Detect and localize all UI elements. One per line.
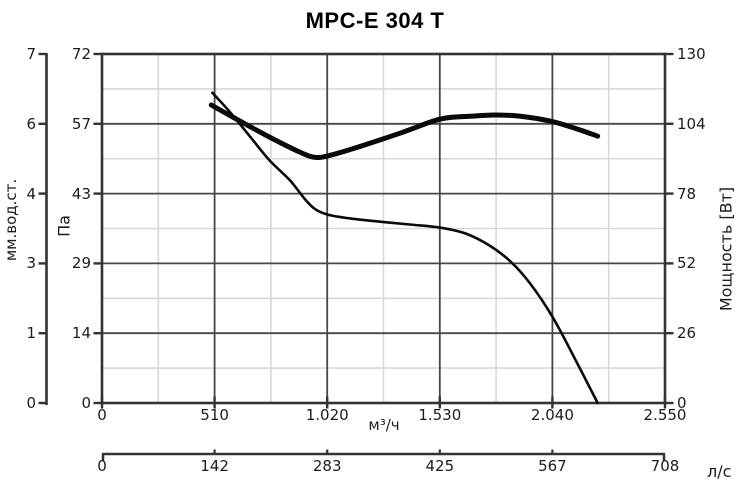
pa-tick-label: 29 [71, 254, 91, 273]
power-curve [208, 102, 601, 161]
power-tick-label: 0 [677, 394, 687, 412]
mm-tick-label: 3 [26, 254, 36, 273]
pa-tick-label: 72 [71, 45, 91, 63]
m3h-tick-label: 0 [97, 406, 107, 424]
power-tick-label: 52 [677, 254, 697, 273]
m3h-tick-label: 1.530 [418, 406, 462, 424]
pa-tick-label: 43 [71, 184, 91, 203]
ls-tick-label: 708 [650, 457, 680, 475]
ls-tick-label: 425 [425, 457, 455, 475]
m3h-tick-label: 2.550 [643, 406, 687, 424]
pa-tick-label: 57 [71, 114, 91, 133]
x-secondary-axis-line [101, 452, 666, 462]
pa-tick-label: 0 [81, 394, 91, 412]
pa-tick-label: 14 [71, 324, 91, 343]
y-axis-title-power: Мощность [Вт] [716, 186, 736, 312]
ls-tick-label: 142 [200, 457, 229, 475]
power-tick-label: 26 [677, 324, 697, 343]
power-tick-label: 78 [677, 184, 697, 203]
plot-border [100, 52, 667, 405]
ls-tick-label: 567 [538, 457, 567, 475]
mm-tick-label: 7 [26, 45, 36, 63]
chart-title: MPC-E 304 T [305, 8, 445, 33]
m3h-tick-label: 510 [200, 406, 229, 424]
ls-tick-label: 283 [312, 457, 342, 475]
ls-tick-label: 0 [97, 457, 107, 475]
x-axis-title-ls: л/с [707, 462, 732, 481]
mm-tick-label: 6 [26, 114, 36, 133]
pressure-curve [211, 91, 599, 405]
x-axis-title-m3h: м³/ч [368, 416, 400, 434]
mm-tick-label: 4 [26, 184, 36, 203]
power-tick-label: 104 [677, 114, 706, 133]
power-tick-label: 130 [677, 45, 706, 63]
mm-tick-label: 0 [26, 394, 36, 412]
m3h-tick-label: 1.020 [305, 406, 349, 424]
m3h-tick-label: 2.040 [530, 406, 574, 424]
mm-tick-label: 1 [26, 324, 36, 343]
y-axis-title-mm-vod-st: мм.вод.ст. [2, 178, 20, 262]
y-axis-title-pa: Па [54, 215, 74, 237]
